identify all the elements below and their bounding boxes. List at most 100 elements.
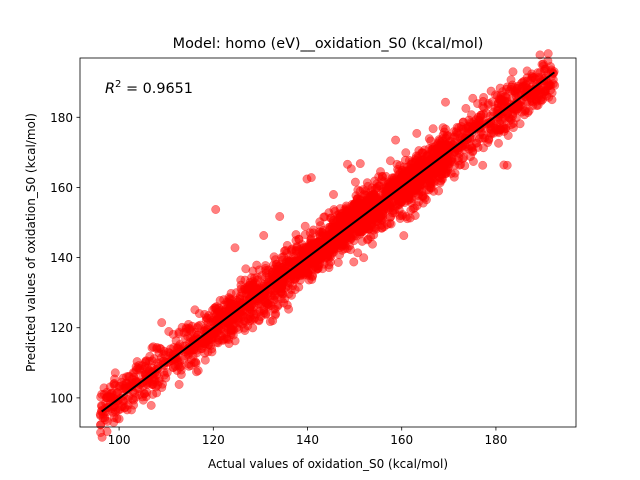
data-point — [399, 231, 409, 241]
data-point — [248, 282, 258, 292]
data-point — [277, 263, 287, 273]
data-point — [441, 168, 451, 178]
r-squared-value: 0.9651 — [143, 81, 193, 97]
data-point — [550, 80, 560, 90]
data-point — [174, 329, 184, 339]
data-point — [204, 311, 214, 321]
data-point — [484, 135, 494, 145]
data-point — [428, 142, 438, 152]
data-point — [494, 138, 503, 148]
data-point — [261, 298, 271, 308]
data-point — [192, 367, 201, 377]
data-point — [468, 146, 478, 156]
data-point — [111, 407, 120, 417]
data-point — [213, 335, 223, 345]
data-point — [412, 128, 422, 138]
data-point — [373, 216, 383, 226]
x-tick-label: 180 — [484, 433, 507, 447]
data-point — [240, 284, 250, 294]
data-point — [191, 357, 200, 367]
data-point — [322, 251, 332, 261]
data-point — [401, 148, 411, 158]
r-squared-annotation: R2 = 0.9651 — [105, 79, 193, 97]
data-point — [175, 340, 185, 350]
data-point — [547, 95, 557, 105]
data-point — [175, 362, 185, 372]
data-point — [414, 197, 424, 207]
data-point — [181, 334, 190, 344]
data-point — [531, 74, 541, 84]
data-point — [324, 208, 334, 218]
data-point — [436, 146, 446, 156]
data-point — [363, 193, 373, 203]
data-point — [106, 392, 116, 402]
data-point — [391, 135, 401, 145]
data-point — [468, 93, 478, 103]
data-point — [403, 192, 413, 202]
data-point — [373, 207, 383, 217]
data-point — [428, 124, 438, 134]
x-axis-label: Actual values of oxidation_S0 (kcal/mol) — [208, 457, 448, 471]
data-point — [464, 122, 473, 132]
data-point — [306, 173, 316, 183]
chart-title: Model: homo (eV)__oxidation_S0 (kcal/mol… — [173, 36, 484, 52]
data-point — [515, 119, 525, 129]
data-point — [479, 92, 489, 102]
data-point — [421, 156, 430, 166]
data-point — [346, 164, 356, 174]
plot-area-frame — [79, 57, 577, 428]
data-point — [174, 380, 184, 389]
x-tick-label: 160 — [390, 433, 413, 447]
data-point — [357, 223, 367, 233]
data-point — [204, 335, 214, 345]
data-point — [495, 83, 505, 93]
data-point — [294, 282, 304, 292]
data-point — [494, 94, 504, 104]
y-tick-label: 140 — [50, 251, 73, 265]
x-tick-label: 100 — [108, 433, 131, 447]
data-point — [302, 262, 312, 272]
data-point — [284, 304, 294, 314]
data-point — [438, 136, 448, 146]
data-point — [350, 177, 360, 187]
data-point — [300, 221, 310, 231]
data-point — [335, 211, 345, 221]
data-point — [390, 193, 400, 203]
data-point — [472, 138, 482, 148]
data-point — [249, 309, 259, 319]
data-point — [291, 236, 301, 246]
data-point — [502, 160, 512, 170]
data-point — [536, 88, 546, 98]
y-tick-label: 120 — [50, 321, 73, 335]
data-point — [486, 86, 496, 96]
data-point — [130, 368, 139, 378]
r-squared-equals: = — [121, 81, 142, 97]
data-point — [334, 237, 344, 247]
data-point — [211, 205, 221, 214]
r-squared-symbol: R — [105, 81, 115, 97]
data-point — [376, 167, 385, 177]
data-point — [478, 130, 488, 140]
data-point — [410, 211, 420, 220]
data-point — [228, 330, 238, 340]
y-tick-label: 100 — [50, 391, 73, 405]
data-point — [97, 389, 107, 399]
x-tick-label: 120 — [202, 433, 225, 447]
data-point — [132, 357, 142, 367]
data-point — [494, 128, 504, 138]
data-point — [140, 361, 150, 371]
data-point — [146, 400, 156, 410]
data-point — [445, 153, 455, 163]
data-point — [207, 347, 217, 357]
data-point — [268, 316, 278, 326]
data-point — [268, 269, 278, 279]
data-point — [397, 173, 407, 183]
y-axis-ticks: 100 120 140 160 180 — [50, 111, 80, 405]
data-point — [179, 354, 189, 364]
data-point — [517, 82, 527, 92]
data-point — [397, 211, 407, 221]
data-point — [346, 245, 355, 255]
data-point — [450, 130, 460, 140]
data-point — [230, 243, 240, 253]
